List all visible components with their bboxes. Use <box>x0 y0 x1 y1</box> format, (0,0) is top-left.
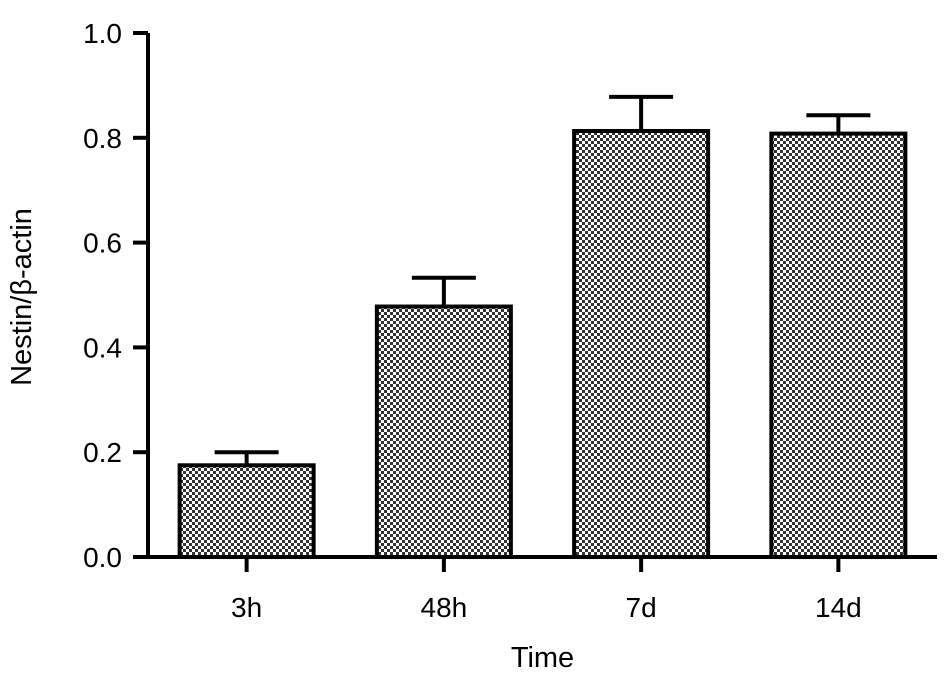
bar-7d <box>572 128 711 559</box>
y-tick-label: 0.2 <box>83 437 122 468</box>
y-axis-title: Nestin/β-actin <box>6 208 38 386</box>
y-tick-label: 0.0 <box>83 542 122 573</box>
bar-14d <box>769 131 908 559</box>
x-tick-label-48h: 48h <box>421 592 468 623</box>
bar-48h <box>374 304 513 560</box>
x-tick-label-14d: 14d <box>815 592 862 623</box>
y-tick-label: 1.0 <box>83 18 122 49</box>
y-tick-label: 0.8 <box>83 123 122 154</box>
y-tick-label: 0.6 <box>83 228 122 259</box>
error-bar-14d <box>806 113 871 134</box>
bar-3h <box>177 463 316 559</box>
error-bar-7d <box>609 94 674 131</box>
error-bar-3h <box>214 450 279 466</box>
x-tick-label-3h: 3h <box>231 592 262 623</box>
y-ticks: 0.0 0.2 0.4 0.6 0.8 1.0 <box>83 18 148 573</box>
x-axis-title: Time <box>511 642 574 674</box>
x-tick-label-7d: 7d <box>626 592 657 623</box>
error-bar-48h <box>411 275 476 307</box>
axes-layer <box>146 33 937 559</box>
bars-layer <box>177 94 908 560</box>
y-tick-label: 0.4 <box>83 332 122 363</box>
x-ticks: 3h 48h 7d 14d <box>231 557 862 623</box>
